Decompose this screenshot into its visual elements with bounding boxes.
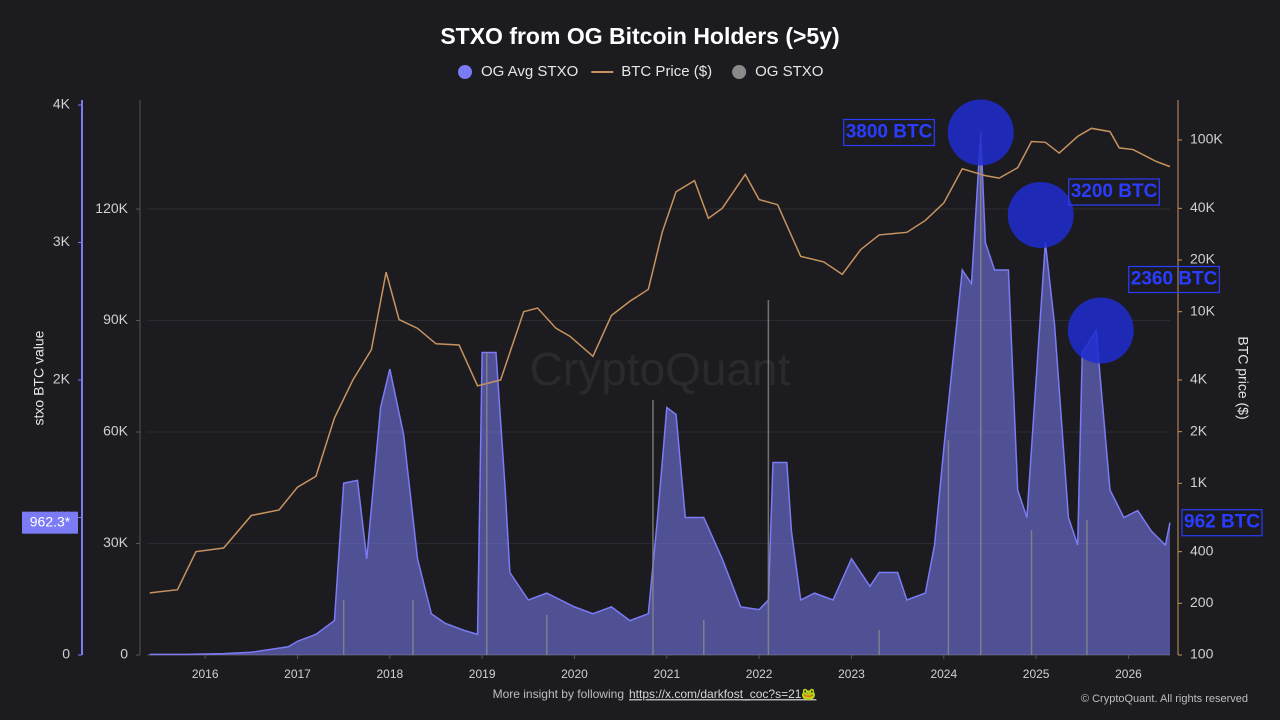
annotation-box	[843, 118, 935, 147]
x-tick-label: 2024	[930, 667, 957, 681]
y-tick-label: 3K	[53, 233, 71, 249]
chart-title: STXO from OG Bitcoin Holders (>5y)	[440, 23, 839, 49]
price-line	[149, 127, 1171, 594]
x-tick-label: 2018	[376, 667, 403, 681]
y3-tick-label: 120K	[95, 200, 128, 216]
legend-label: OG STXO	[755, 63, 823, 80]
copyright: © CryptoQuant. All rights reserved	[1081, 693, 1248, 705]
footer-link-text[interactable]: https://x.com/darkfost_coc?s=21🐸	[629, 687, 816, 701]
annotation-box	[1181, 509, 1263, 537]
y2-tick-label: 4K	[1190, 371, 1208, 387]
y3-tick-label: 30K	[103, 534, 129, 550]
legend-marker	[458, 65, 472, 79]
annotation-circle	[947, 99, 1014, 166]
y2-tick-label: 200	[1190, 594, 1214, 610]
y2-tick-label: 400	[1190, 542, 1214, 558]
footer-link[interactable]: https://x.com/darkfost_coc?s=21🐸	[629, 687, 816, 701]
x-tick-label: 2016	[192, 667, 219, 681]
current-label: 962.3*	[30, 513, 71, 529]
annotation-box	[1068, 178, 1160, 206]
watermark: CryptoQuant	[530, 343, 791, 395]
y2-tick-label: 1K	[1190, 474, 1208, 490]
y-tick-label: 4K	[53, 96, 71, 112]
y-tick-label: 2K	[53, 371, 71, 387]
x-tick-label: 2021	[653, 667, 680, 681]
legend-label: BTC Price ($)	[621, 63, 712, 80]
y3-tick-label: 0	[120, 646, 128, 662]
annotation-circle	[1007, 182, 1074, 248]
annotation-label: 962 BTC	[1184, 512, 1260, 533]
footer-text: More insight by following	[493, 687, 624, 701]
x-tick-label: 2017	[284, 667, 311, 681]
y2-tick-label: 10K	[1190, 302, 1216, 318]
y2-tick-label: 2K	[1190, 422, 1208, 438]
legend-label: OG Avg STXO	[481, 63, 578, 80]
current-badge	[22, 511, 78, 534]
x-tick-label: 2025	[1023, 667, 1050, 681]
x-tick-label: 2019	[469, 667, 496, 681]
y2-tick-label: 20K	[1190, 251, 1216, 267]
x-tick-label: 2023	[838, 667, 865, 681]
y2-tick-label: 100	[1190, 646, 1214, 662]
x-tick-label: 2022	[746, 667, 773, 681]
annotation-label: 3200 BTC	[1071, 181, 1158, 202]
annotation-label: 3800 BTC	[846, 122, 933, 143]
y3-tick-label: 90K	[103, 311, 129, 327]
area	[149, 132, 1171, 655]
annotation-box	[1128, 265, 1220, 294]
x-tick-label: 2026	[1115, 667, 1142, 681]
area-line	[149, 132, 1171, 656]
y2-axis-title: BTC price ($)	[1235, 336, 1251, 419]
y2-tick-label: 40K	[1190, 199, 1216, 215]
y2-tick-label: 100K	[1190, 131, 1223, 147]
x-tick-label: 2020	[561, 667, 588, 681]
y-tick-label: 0	[62, 646, 70, 662]
annotation-label: 2360 BTC	[1131, 269, 1218, 290]
legend-marker	[732, 65, 747, 79]
y3-tick-label: 60K	[103, 423, 129, 439]
y-axis-title: stxo BTC value	[31, 330, 47, 425]
annotation-circle	[1067, 297, 1134, 364]
